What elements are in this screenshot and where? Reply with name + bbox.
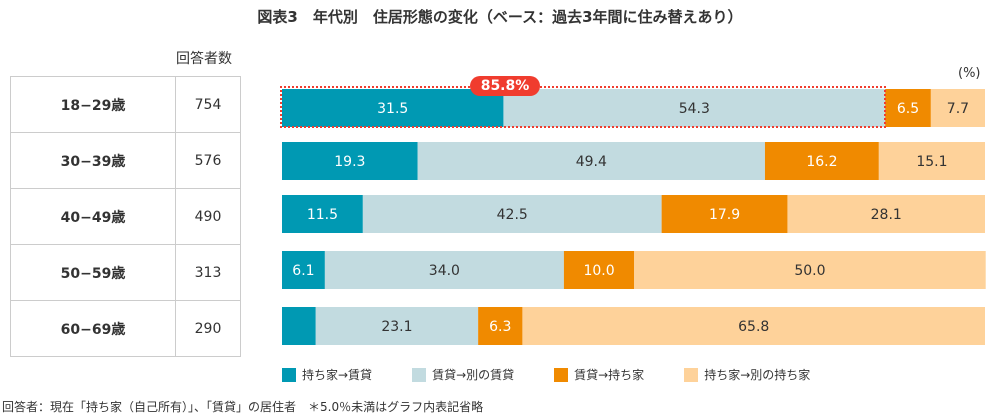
data-label: 34.0 <box>429 263 460 279</box>
bar-segment <box>282 307 316 345</box>
bar-segment <box>282 251 325 289</box>
bar-segment <box>315 307 479 345</box>
legend-swatch <box>282 367 296 382</box>
count-cell: 313 <box>175 244 241 301</box>
data-label: 31.5 <box>377 101 408 117</box>
bar-segment <box>634 251 986 289</box>
highlight-box <box>280 86 886 128</box>
bar-segment <box>324 251 564 289</box>
data-label: 19.3 <box>334 154 365 170</box>
legend-item: 持ち家→別の持ち家 <box>684 366 810 383</box>
legend: 持ち家→賃貸 賃貸→別の賃貸 賃貸→持ち家 持ち家→別の持ち家 <box>282 366 810 383</box>
data-label: 6.5 <box>897 101 919 117</box>
legend-swatch <box>554 367 569 382</box>
bar-segment <box>282 142 418 180</box>
bar-segment <box>282 89 504 127</box>
data-label: 54.3 <box>679 101 710 117</box>
legend-item: 持ち家→賃貸 <box>282 366 372 383</box>
legend-label: 持ち家→賃貸 <box>302 368 373 382</box>
data-label: 17.9 <box>709 207 740 223</box>
data-label: 65.8 <box>738 319 769 335</box>
data-label: 6.1 <box>292 263 314 279</box>
count-cell: 290 <box>175 300 241 357</box>
bar-segment <box>787 195 985 233</box>
bar-segment <box>661 195 788 233</box>
legend-label: 賃貸→持ち家 <box>574 368 645 382</box>
legend-item: 賃貸→持ち家 <box>554 366 644 383</box>
highlight-badge: 85.8% <box>470 76 540 96</box>
legend-swatch <box>412 367 427 382</box>
chart-title: 図表3 年代別 住居形態の変化（ベース：過去3年間に住み替えあり） <box>257 8 743 26</box>
data-label: 15.1 <box>916 154 947 170</box>
table-row: 60−69歳 290 <box>10 300 241 357</box>
bar-segment <box>362 195 662 233</box>
data-label: 16.2 <box>806 154 837 170</box>
data-label: 10.0 <box>583 263 614 279</box>
bar-segment <box>522 307 985 345</box>
bar-segment <box>878 142 985 180</box>
bar-segment <box>563 251 635 289</box>
age-cell: 60−69歳 <box>10 300 176 357</box>
bar-segment <box>417 142 765 180</box>
legend-item: 賃貸→別の賃貸 <box>412 366 514 383</box>
age-cell: 18−29歳 <box>10 76 176 133</box>
table-row: 18−29歳 754 <box>10 76 241 133</box>
count-cell: 576 <box>175 132 241 189</box>
table-row: 40−49歳 490 <box>10 188 241 245</box>
data-label: 49.4 <box>576 154 607 170</box>
respondent-table: 18−29歳 754 30−39歳 576 40−49歳 490 50−59歳 313 60−6… <box>10 76 241 357</box>
count-header: 回答者数 <box>176 51 232 67</box>
count-cell: 754 <box>175 76 241 133</box>
data-label: 42.5 <box>497 207 528 223</box>
legend-label: 持ち家→別の持ち家 <box>704 368 811 382</box>
age-cell: 50−59歳 <box>10 244 176 301</box>
legend-label: 賃貸→別の賃貸 <box>432 368 515 382</box>
data-label: 50.0 <box>794 263 825 279</box>
data-label: 28.1 <box>871 207 902 223</box>
table-row: 30−39歳 576 <box>10 132 241 189</box>
bar-segment <box>478 307 523 345</box>
footnote: 回答者：現在「持ち家（自己所有）」、「賃貸」の居住者 ＊5.0％未満はグラフ内表… <box>2 400 484 414</box>
table-row: 50−59歳 313 <box>10 244 241 301</box>
bar-segment <box>885 89 931 127</box>
legend-swatch <box>684 367 699 382</box>
bar-segment <box>764 142 879 180</box>
count-cell: 490 <box>175 188 241 245</box>
data-label: 7.7 <box>947 101 969 117</box>
data-label: 23.1 <box>381 319 412 335</box>
bar-segment <box>930 89 985 127</box>
unit-label: (%) <box>958 66 981 81</box>
data-label: 6.3 <box>489 319 511 335</box>
bar-segment <box>282 195 363 233</box>
bar-segment <box>503 89 886 127</box>
age-cell: 40−49歳 <box>10 188 176 245</box>
data-label: 11.5 <box>307 207 338 223</box>
